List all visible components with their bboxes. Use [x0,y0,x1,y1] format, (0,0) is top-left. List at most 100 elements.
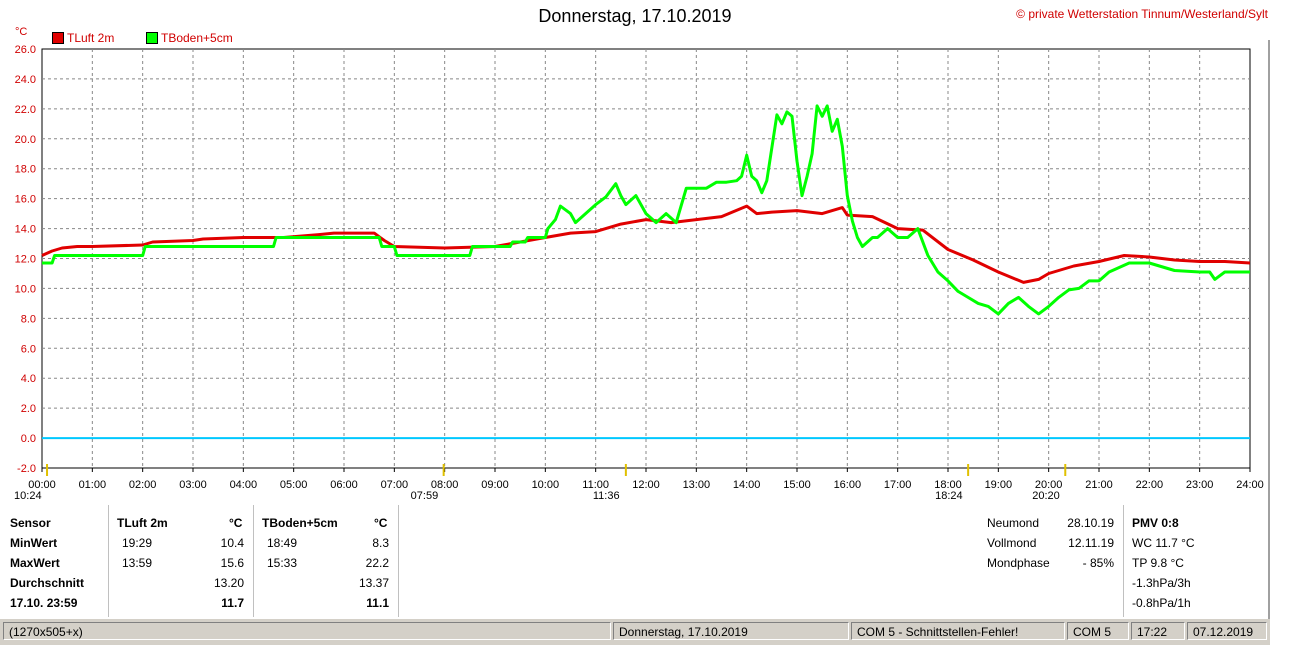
series-line-tboden [42,104,1250,316]
divider [108,505,109,617]
event-time-label: 18:24 [935,490,963,502]
x-tick-label: 11:00 [582,479,609,491]
series-line-tluft [41,204,1251,284]
stats-header-unit: °C [374,516,388,530]
x-tick-label: 17:00 [884,479,912,491]
x-tick-label: 24:00 [1236,479,1264,491]
x-tick-label: 05:00 [280,479,308,491]
y-tick-label: 6.0 [21,343,36,355]
y-tick-label: 8.0 [21,313,36,325]
status-error: COM 5 - Schnittstellen-Fehler! [851,622,1065,640]
x-tick-label: 22:00 [1136,479,1164,491]
stats-value: 8.3 [372,536,389,550]
y-tick-label: 10.0 [15,283,36,295]
x-tick-label: 19:00 [985,479,1013,491]
x-tick-label: 16:00 [834,479,862,491]
y-tick-label: 18.0 [15,164,36,176]
legend-label-tluft: TLuft 2m [67,31,115,45]
y-tick-label: 16.0 [15,194,36,206]
x-tick-label: 03:00 [179,479,207,491]
y-unit-label: °C [15,26,28,38]
x-tick-label: 23:00 [1186,479,1214,491]
x-tick-label: 08:00 [431,479,459,491]
stats-header-unit: °C [229,516,243,530]
x-tick-label: 09:00 [481,479,509,491]
stats-row-label: MaxWert [10,556,60,570]
scrollbar-strip[interactable] [1268,40,1270,640]
y-tick-label: 26.0 [15,44,36,56]
stats-time: 13:59 [122,556,153,570]
moon-label: Mondphase [987,556,1050,570]
station-credit: © private Wetterstation Tinnum/Westerlan… [1016,7,1268,21]
divider [253,505,254,617]
pressure-1h-value: -0.8hPa/1h [1132,596,1191,610]
stats-value: 15.6 [220,556,244,570]
pmv-value: PMV 0:8 [1132,516,1179,530]
x-tick-label: 10:00 [532,479,560,491]
moon-label: Neumond [987,516,1040,530]
x-tick-label: 12:00 [632,479,660,491]
x-tick-label: 00:00 [28,479,56,491]
divider [1123,505,1124,617]
x-tick-label: 21:00 [1085,479,1113,491]
event-time-label: 20:20 [1032,490,1060,502]
x-tick-label: 18:00 [934,479,962,491]
moon-label: Vollmond [987,536,1037,550]
stats-row-label: Durchschnitt [10,576,85,590]
x-tick-label: 06:00 [330,479,358,491]
dewpoint-value: TP 9.8 °C [1132,556,1184,570]
x-tick-label: 02:00 [129,479,157,491]
divider [398,505,399,617]
stats-value: 13.20 [213,576,244,590]
y-tick-label: 0.0 [21,433,36,445]
event-time-label: 07:59 [411,490,439,502]
status-bar: (1270x505+x) Donnerstag, 17.10.2019 COM … [0,619,1270,645]
x-tick-label: 07:00 [381,479,409,491]
pressure-3h-value: -1.3hPa/3h [1132,576,1191,590]
stats-header-tboden: TBoden+5cm [262,516,338,530]
event-time-label: 10:24 [14,490,42,502]
y-tick-label: 2.0 [21,403,36,415]
legend-label-tboden: TBoden+5cm [161,31,233,45]
y-tick-label: 20.0 [15,134,36,146]
stats-header-tluft: TLuft 2m [117,516,168,530]
y-tick-label: 24.0 [15,74,36,86]
stats-time: 19:29 [122,536,153,550]
event-time-label: 11:36 [593,490,620,502]
y-tick-label: 12.0 [15,254,36,266]
stats-value: 11.1 [366,596,389,610]
stats-value: 10.4 [220,536,244,550]
x-tick-label: 13:00 [683,479,711,491]
legend-item-tboden: TBoden+5cm [146,31,233,45]
stats-row-label: 17.10. 23:59 [10,596,78,610]
y-tick-label: -2.0 [17,463,36,475]
moon-value: 28.10.19 [1067,516,1114,530]
y-tick-label: 14.0 [15,224,36,236]
status-date: Donnerstag, 17.10.2019 [613,622,849,640]
status-time: 17:22 [1131,622,1185,640]
legend-swatch-tluft [52,32,64,44]
stats-value: 22.2 [365,556,389,570]
legend-item-tluft: TLuft 2m [52,31,114,45]
y-tick-label: 22.0 [15,104,36,116]
status-size: (1270x505+x) [3,622,611,640]
moon-value: 12.11.19 [1068,536,1114,550]
x-tick-label: 01:00 [79,479,107,491]
statistics-panel: Sensor TLuft 2m °C TBoden+5cm °C MinWert… [0,505,1270,617]
chart-title: Donnerstag, 17.10.2019 [538,6,732,26]
stats-header-sensor: Sensor [10,516,51,530]
x-tick-label: 15:00 [783,479,811,491]
stats-value: 11.7 [221,596,244,610]
status-port: COM 5 [1067,622,1129,640]
stats-row-label: MinWert [10,536,58,550]
x-tick-label: 04:00 [230,479,258,491]
y-tick-label: 4.0 [21,373,36,385]
moon-value: - 85% [1082,556,1114,570]
status-today: 07.12.2019 [1187,622,1267,640]
x-tick-label: 14:00 [733,479,761,491]
legend-swatch-tboden [146,32,158,44]
stats-value: 13.37 [358,576,389,590]
x-tick-label: 20:00 [1035,479,1063,491]
temperature-chart: 26.0 24.0 22.0 20.0 18.0 16.0 14.0 12.0 10.0 8.0 6… [14,44,1264,502]
stats-time: 15:33 [267,556,298,570]
